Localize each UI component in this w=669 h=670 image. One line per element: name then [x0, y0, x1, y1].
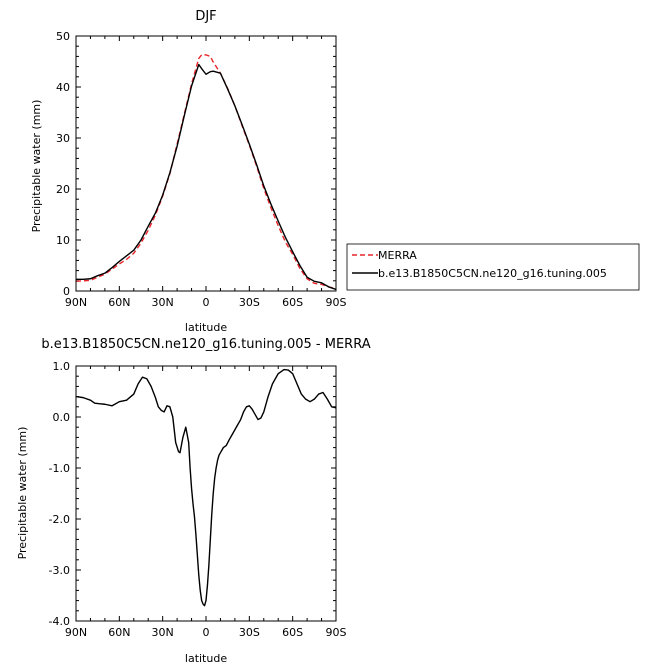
legend-label-model: b.e13.B1850C5CN.ne120_g16.tuning.005: [378, 267, 607, 280]
top-ticks: 90N 60N 30N 0 30S 60S 90S 0 10 20 30 40 50: [56, 30, 347, 309]
bottom-panel: b.e13.B1850C5CN.ne120_g16.tuning.005 - M…: [16, 337, 371, 665]
top-series: [75, 54, 337, 291]
top-y-tick-label: 30: [56, 132, 70, 145]
bottom-plot-frame: [75, 365, 337, 622]
top-plot-frame: [75, 35, 337, 292]
top-series-line-0: [75, 54, 337, 290]
top-x-axis-label: latitude: [185, 321, 227, 334]
top-y-tick-label: 0: [63, 285, 70, 298]
legend-label-merra: MERRA: [378, 249, 417, 262]
bottom-y-tick-label: -4.0: [49, 615, 70, 628]
bottom-chart-title: b.e13.B1850C5CN.ne120_g16.tuning.005 - M…: [41, 337, 370, 352]
top-y-axis-label: Precipitable water (mm): [30, 100, 43, 233]
bottom-y-tick-label: -2.0: [49, 513, 70, 526]
bottom-x-tick-label: 90S: [326, 626, 347, 639]
top-y-tick-label: 50: [56, 30, 70, 43]
bottom-series-line-0: [75, 368, 337, 607]
bottom-x-tick-label: 90N: [65, 626, 87, 639]
top-x-tick-label: 30S: [239, 296, 260, 309]
bottom-y-tick-label: 0.0: [53, 411, 71, 424]
bottom-x-tick-label: 30N: [152, 626, 174, 639]
top-x-tick-label: 60S: [282, 296, 303, 309]
top-x-tick-label: 0: [203, 296, 210, 309]
bottom-x-tick-label: 30S: [239, 626, 260, 639]
top-x-tick-label: 30N: [152, 296, 174, 309]
top-y-tick-label: 40: [56, 81, 70, 94]
legend: MERRA b.e13.B1850C5CN.ne120_g16.tuning.0…: [346, 243, 640, 291]
bottom-x-axis-label: latitude: [185, 652, 227, 665]
bottom-series: [75, 368, 337, 607]
bottom-x-tick-label: 60S: [282, 626, 303, 639]
top-y-tick-label: 20: [56, 183, 70, 196]
top-y-tick-label: 10: [56, 234, 70, 247]
legend-box: [346, 243, 640, 291]
bottom-y-tick-label: -3.0: [49, 564, 70, 577]
bottom-ticks: 90N 60N 30N 0 30S 60S 90S 1.0 0.0 -1.0 -2.0 -3.0 -4.…: [49, 360, 347, 639]
bottom-x-tick-label: 60N: [108, 626, 130, 639]
top-x-tick-label: 60N: [108, 296, 130, 309]
top-x-tick-label: 90S: [326, 296, 347, 309]
top-panel: DJF Precipitable water (mm) latitude 90N…: [30, 9, 640, 334]
top-series-line-1: [76, 63, 337, 291]
top-chart-title: DJF: [195, 9, 216, 24]
bottom-y-tick-label: 1.0: [53, 360, 71, 373]
bottom-y-tick-label: -1.0: [49, 462, 70, 475]
bottom-y-axis-label: Precipitable water (mm): [16, 427, 29, 560]
bottom-x-tick-label: 0: [203, 626, 210, 639]
top-x-tick-label: 90N: [65, 296, 87, 309]
